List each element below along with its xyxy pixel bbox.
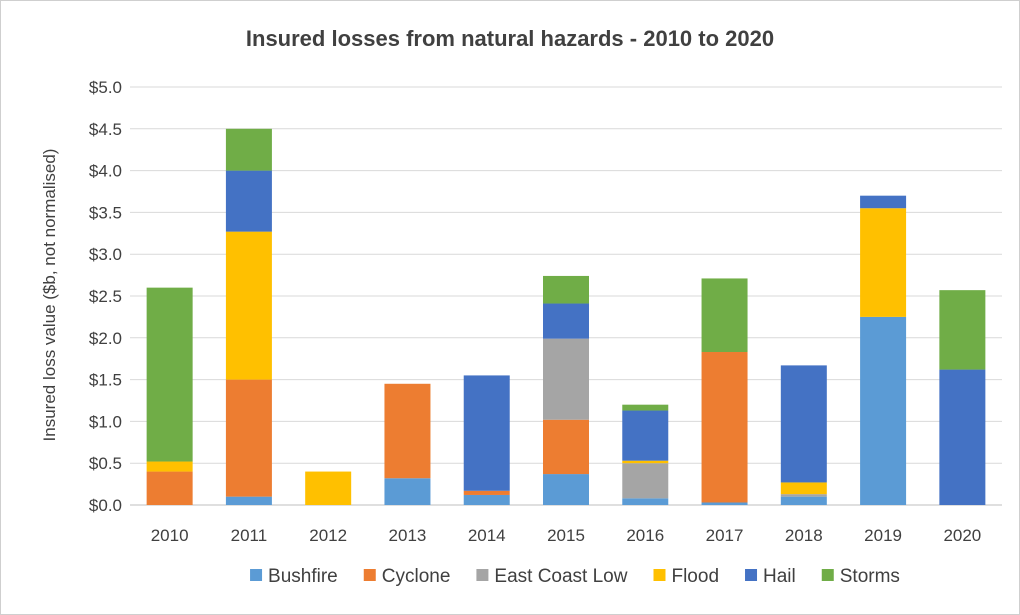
bar-segment-cyclone bbox=[463, 490, 510, 495]
legend-item: Hail bbox=[745, 566, 796, 587]
bar-segment-flood bbox=[146, 461, 193, 472]
x-tick-label: 2010 bbox=[151, 526, 189, 545]
bar-segment-cyclone bbox=[225, 379, 272, 497]
bar-segment-hail bbox=[463, 375, 510, 491]
legend-label: East Coast Low bbox=[494, 566, 627, 587]
legend-item: Cyclone bbox=[363, 566, 451, 587]
legend-label: Flood bbox=[671, 566, 719, 587]
bar-segment-bushfire bbox=[701, 502, 748, 505]
y-tick-label: $3.0 bbox=[89, 245, 122, 264]
bar-segment-hail bbox=[939, 369, 986, 505]
bar-segment-cyclone bbox=[384, 383, 431, 479]
legend-swatch bbox=[653, 569, 666, 581]
y-tick-label: $5.0 bbox=[89, 78, 122, 97]
x-tick-labels: 2010 2011 2012 2013 2014 2015 2016 2017 2018 2019… bbox=[151, 526, 982, 545]
x-tick-label: 2020 bbox=[943, 526, 981, 545]
bar-segment-hail bbox=[780, 365, 827, 483]
x-tick-label: 2017 bbox=[706, 526, 744, 545]
bar-segment-cyclone bbox=[146, 471, 193, 505]
bar-segment-cyclone bbox=[701, 352, 748, 503]
bar-segment-storms bbox=[543, 275, 589, 304]
bars bbox=[146, 128, 986, 505]
bar-segment-bushfire bbox=[384, 478, 431, 505]
bar-segment-flood bbox=[225, 231, 272, 380]
bar-segment-hail bbox=[860, 195, 907, 209]
bar-segment-bushfire bbox=[225, 496, 272, 505]
y-tick-label: $2.5 bbox=[89, 287, 122, 306]
x-tick-label: 2015 bbox=[547, 526, 585, 545]
y-tick-label: $4.5 bbox=[89, 120, 122, 139]
chart-title: Insured losses from natural hazards - 20… bbox=[245, 26, 775, 51]
y-tick-label: $1.5 bbox=[89, 371, 122, 390]
x-tick-label: 2014 bbox=[468, 526, 506, 545]
legend-item: East Coast Low bbox=[476, 566, 628, 587]
x-tick-label: 2016 bbox=[626, 526, 664, 545]
bar-segment-bushfire bbox=[860, 316, 907, 505]
x-tick-label: 2012 bbox=[309, 526, 347, 545]
bar-segment-flood bbox=[780, 482, 827, 495]
legend-swatch bbox=[476, 569, 489, 581]
x-tick-label: 2013 bbox=[389, 526, 427, 545]
legend: Bushfire Cyclone East Coast Low Flood Hail St… bbox=[250, 566, 900, 587]
x-tick-label: 2011 bbox=[231, 526, 268, 545]
bar-segment-bushfire bbox=[780, 496, 827, 505]
bar-segment-storms bbox=[225, 128, 272, 171]
legend-swatch bbox=[250, 569, 263, 581]
legend-swatch bbox=[821, 569, 834, 581]
y-tick-label: $2.0 bbox=[89, 329, 122, 348]
legend-swatch bbox=[745, 569, 758, 581]
legend-label: Storms bbox=[840, 566, 900, 587]
x-tick-label: 2018 bbox=[785, 526, 823, 545]
bar-segment-hail bbox=[543, 303, 589, 339]
legend-item: Storms bbox=[821, 566, 900, 587]
y-tick-label: $3.5 bbox=[89, 203, 122, 222]
bar-segment-cyclone bbox=[543, 419, 589, 475]
bar-segment-hail bbox=[622, 410, 669, 461]
y-tick-label: $0.5 bbox=[89, 454, 122, 473]
legend-label: Hail bbox=[763, 566, 796, 587]
y-tick-labels: $0.0 $0.5 $1.0 $1.5 $2.0 $2.5 $3.0 $3.5 $4.0 $4.5… bbox=[89, 78, 122, 515]
x-tick-label: 2019 bbox=[864, 526, 902, 545]
bar-segment-storms bbox=[622, 404, 669, 411]
y-tick-label: $0.0 bbox=[89, 496, 122, 515]
bar-segment-east-coast-low bbox=[622, 463, 669, 499]
y-tick-label: $1.0 bbox=[89, 412, 122, 431]
y-tick-label: $4.0 bbox=[89, 162, 122, 181]
bar-segment-storms bbox=[939, 290, 986, 370]
legend-label: Bushfire bbox=[268, 566, 338, 587]
bar-segment-bushfire bbox=[543, 474, 589, 505]
bar-segment-east-coast-low bbox=[543, 338, 589, 420]
bar-segment-flood bbox=[860, 208, 907, 317]
bar-segment-bushfire bbox=[622, 498, 669, 505]
y-axis-label: Insured loss value ($b, not normalised) bbox=[40, 149, 59, 442]
bar-segment-hail bbox=[225, 170, 272, 232]
bar-segment-flood bbox=[622, 460, 669, 464]
bar-segment-storms bbox=[146, 287, 193, 462]
legend-item: Flood bbox=[653, 566, 719, 587]
bar-segment-storms bbox=[701, 278, 748, 353]
legend-swatch bbox=[363, 569, 376, 581]
bar-segment-bushfire bbox=[463, 494, 510, 505]
bar-segment-flood bbox=[305, 471, 352, 505]
legend-label: Cyclone bbox=[382, 566, 451, 587]
legend-item: Bushfire bbox=[250, 566, 338, 587]
bar-segment-east-coast-low bbox=[780, 494, 827, 497]
